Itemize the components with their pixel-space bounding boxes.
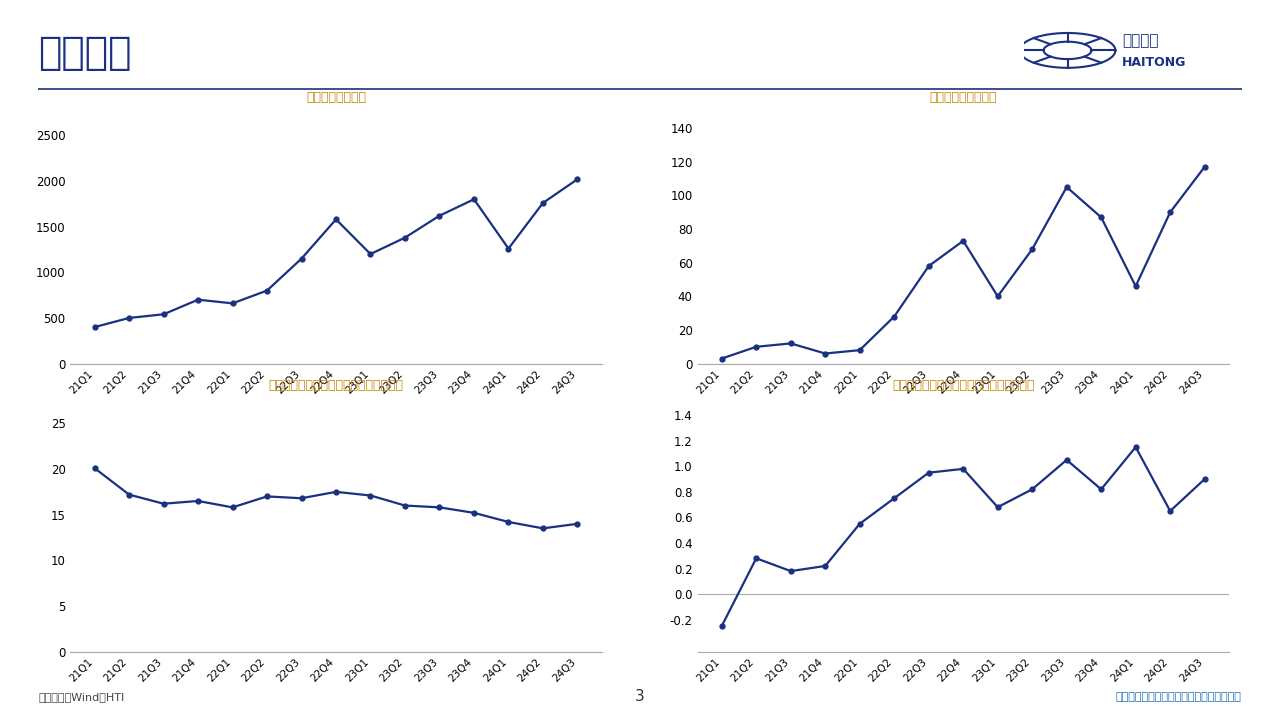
Title: 剔除比亚迪电子后单车营业收入（万元）: 剔除比亚迪电子后单车营业收入（万元） — [269, 379, 403, 392]
Title: 归母净利润（亿元）: 归母净利润（亿元） — [929, 91, 997, 104]
Text: 资料来源：Wind、HTI: 资料来源：Wind、HTI — [38, 692, 124, 701]
Title: 营业收入（亿元）: 营业收入（亿元） — [306, 91, 366, 104]
Text: 请务必阅读正文之后的信息披露和法律声明: 请务必阅读正文之后的信息披露和法律声明 — [1116, 692, 1242, 701]
Text: 基本信息: 基本信息 — [38, 35, 132, 72]
Title: 剔除比亚迪电子后单车归母净利润（万元）: 剔除比亚迪电子后单车归母净利润（万元） — [892, 379, 1034, 392]
Text: HAITONG: HAITONG — [1121, 55, 1187, 69]
Text: 3: 3 — [635, 689, 645, 704]
Text: 海通國際: 海通國際 — [1121, 33, 1158, 48]
